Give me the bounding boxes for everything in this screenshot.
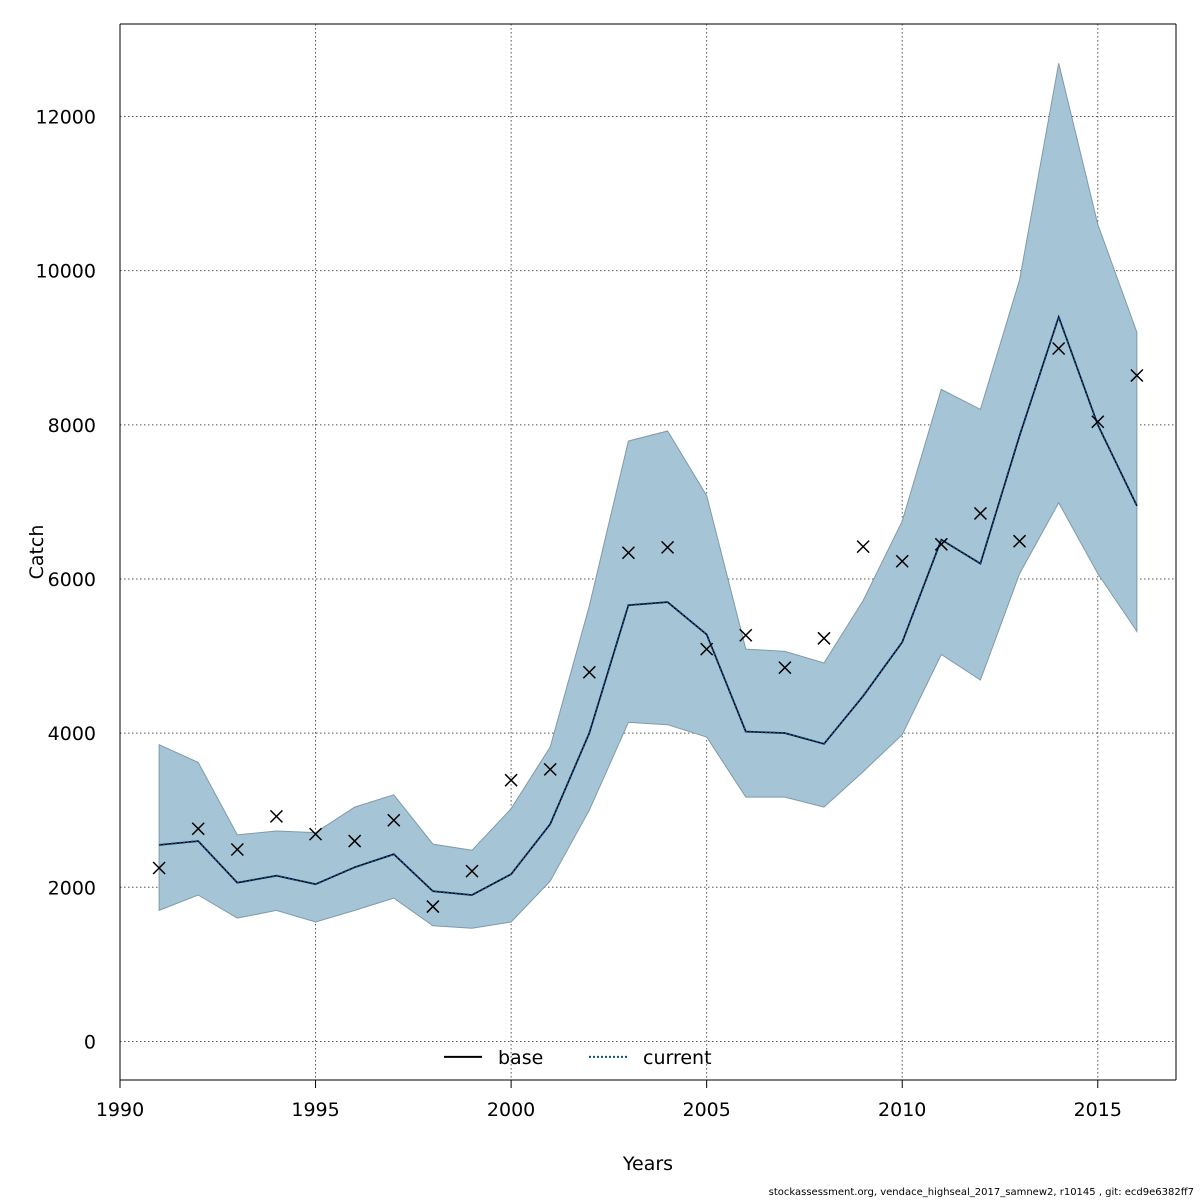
observation-point: [817, 631, 831, 645]
observation-point: [230, 842, 244, 857]
observation-point-stroke: [1130, 368, 1144, 383]
y-tick-label: 2000: [48, 877, 96, 899]
observation-point-stroke: [582, 665, 596, 679]
observation-point: [152, 861, 166, 875]
observation-point: [426, 900, 440, 914]
y-tick-label: 10000: [36, 261, 96, 283]
x-tick-label: 1995: [291, 1099, 339, 1121]
observation-point-stroke: [700, 642, 714, 656]
observation-point: [465, 864, 479, 878]
observation-point: [778, 661, 792, 675]
observation-point: [1130, 368, 1144, 383]
observation-point: [269, 809, 283, 823]
y-tick-label: 4000: [48, 723, 96, 745]
x-tick-label: 2005: [682, 1099, 730, 1121]
observation-point-stroke: [426, 900, 440, 914]
y-tick-label: 6000: [48, 569, 96, 591]
observation-point: [621, 546, 635, 560]
observation-point: [309, 827, 323, 841]
observation-point-stroke: [309, 827, 323, 841]
observation-point-stroke: [269, 809, 283, 823]
y-tick-label: 12000: [36, 106, 96, 128]
observation-point-stroke: [348, 834, 362, 848]
observation-point-stroke: [973, 506, 987, 520]
confidence-band: [158, 63, 1138, 929]
y-tick-label: 0: [84, 1031, 96, 1053]
observation-point-stroke: [895, 554, 909, 568]
footer-note: stockassessment.org, vendace_highseal_20…: [768, 1187, 1194, 1198]
x-tick-label: 2000: [487, 1099, 535, 1121]
observation-point-stroke: [621, 546, 635, 560]
y-tick-label: 8000: [48, 415, 96, 437]
observation-point-stroke: [1091, 415, 1105, 429]
legend: base current: [444, 1047, 712, 1069]
observation-point-stroke: [739, 628, 753, 642]
y-axis-title: Catch: [26, 525, 48, 580]
observation-point-stroke: [230, 842, 244, 857]
observation-point: [856, 540, 870, 554]
observation-point-stroke: [778, 661, 792, 675]
observation-point: [387, 813, 401, 827]
observation-point-stroke: [1013, 534, 1027, 548]
observation-point: [661, 540, 675, 554]
observation-point: [1013, 534, 1027, 548]
observation-point-stroke: [1052, 341, 1066, 356]
series-lines: [159, 313, 1138, 897]
observation-point: [191, 822, 205, 836]
x-tick-label: 2010: [878, 1099, 926, 1121]
x-tick-label: 2015: [1074, 1099, 1122, 1121]
series-line-current: [159, 313, 1138, 897]
observation-point-stroke: [387, 813, 401, 827]
observation-point-stroke: [504, 773, 518, 787]
confidence-band-layer: [158, 63, 1138, 929]
observation-point: [582, 665, 596, 679]
axes: 1990 1995 2000 2005 2010 2015 0 2000 4000 6000 800…: [36, 23, 1177, 1121]
observation-point-stroke: [152, 861, 166, 875]
observation-point: [895, 554, 909, 568]
observation-points: [152, 341, 1144, 914]
observation-point-stroke: [817, 631, 831, 645]
x-tick-label: 1990: [96, 1099, 144, 1121]
observation-point: [348, 834, 362, 848]
observation-point: [973, 506, 987, 520]
legend-label-base: base: [498, 1047, 543, 1069]
observation-point-stroke: [856, 540, 870, 554]
observation-point-stroke: [661, 540, 675, 554]
observation-point: [700, 642, 714, 656]
observation-point-stroke: [465, 864, 479, 878]
observation-point: [1091, 415, 1105, 429]
observation-point-stroke: [191, 822, 205, 836]
observation-point-stroke: [543, 762, 557, 776]
observation-point-stroke: [934, 537, 948, 551]
observation-point: [934, 537, 948, 551]
observation-point: [1052, 341, 1066, 356]
observation-point: [543, 762, 557, 776]
legend-label-current: current: [643, 1047, 712, 1069]
x-axis-title: Years: [622, 1153, 673, 1175]
observation-point: [739, 628, 753, 642]
observation-point: [504, 773, 518, 787]
